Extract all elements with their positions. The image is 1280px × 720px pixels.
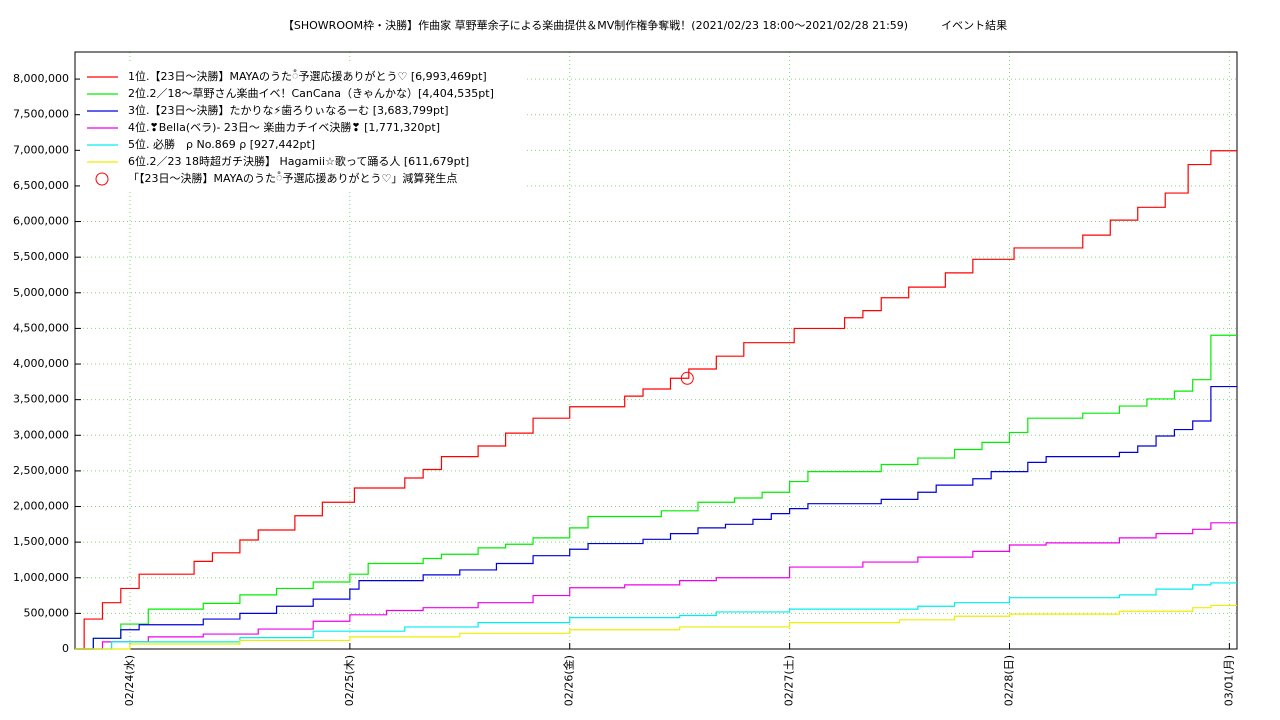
y-tick-label: 500,000 xyxy=(24,606,70,619)
x-tick-label: 03/01(月) xyxy=(1222,655,1235,706)
y-tick-label: 8,000,000 xyxy=(13,72,69,85)
y-tick-label: 7,000,000 xyxy=(13,143,69,156)
y-tick-label: 5,500,000 xyxy=(13,250,69,263)
x-tick-label: 02/26(金) xyxy=(562,655,576,706)
legend-label: 1位.【23日〜決勝】MAYAのうた៓予選応援ありがとう♡ [6,993,469… xyxy=(128,69,487,83)
legend-box xyxy=(80,62,525,190)
x-tick-label: 02/24(水) xyxy=(123,655,136,706)
series-line xyxy=(75,150,1237,650)
y-tick-label: 2,000,000 xyxy=(13,500,69,513)
chart-title: 【SHOWROOM枠・決勝】作曲家 草野華余子による楽曲提供＆MV制作権争奪戦！… xyxy=(283,18,1007,32)
series-line xyxy=(75,522,1237,650)
y-tick-label: 3,500,000 xyxy=(13,393,69,406)
x-tick-label: 02/27(土) xyxy=(783,655,796,706)
series-line xyxy=(75,582,1237,650)
y-tick-label: 3,000,000 xyxy=(13,428,69,441)
y-tick-label: 4,000,000 xyxy=(13,357,69,370)
y-tick-label: 5,000,000 xyxy=(13,286,69,299)
legend-label: 5位. 必勝 ρ No.869 ρ [927,442pt] xyxy=(128,137,315,151)
plot-frame xyxy=(74,51,1238,650)
y-tick-label: 4,500,000 xyxy=(13,321,69,334)
y-tick-label: 6,000,000 xyxy=(13,215,69,228)
x-tick-label: 02/28(日) xyxy=(1002,655,1015,706)
legend-label: 6位.2／23 18時超ガチ決勝】 Hagamii☆歌って踊る人 [611,67… xyxy=(128,154,469,168)
y-tick-label: 6,500,000 xyxy=(13,179,69,192)
series-line xyxy=(75,385,1237,650)
legend-label: 2位.2／18〜草野さん楽曲イベ！CanCana（きゃんかな）[4,404,53… xyxy=(128,86,494,100)
series-line xyxy=(75,604,1237,650)
y-tick-label: 1,000,000 xyxy=(13,571,69,584)
legend-label: 4位.❣Bella(ベラ)- 23日〜 楽曲カチイベ決勝❣ [1,771,320… xyxy=(128,120,440,134)
marker-point xyxy=(680,371,694,385)
legend-label: 「【23日〜決勝】MAYAのうた៓予選応援ありがとう♡」減算発生点 xyxy=(128,171,457,185)
x-tick-label: 02/25(木) xyxy=(343,655,356,706)
y-tick-label: 2,500,000 xyxy=(13,464,69,477)
y-tick-label: 0 xyxy=(62,642,69,655)
y-tick-label: 7,500,000 xyxy=(13,108,69,121)
series-line xyxy=(75,334,1237,650)
legend-marker xyxy=(95,172,109,186)
y-tick-label: 1,500,000 xyxy=(13,535,69,548)
legend-label: 3位.【23日〜決勝】たかりな⚡歯ろりぃなるーむ [3,683,799pt] xyxy=(128,103,449,117)
